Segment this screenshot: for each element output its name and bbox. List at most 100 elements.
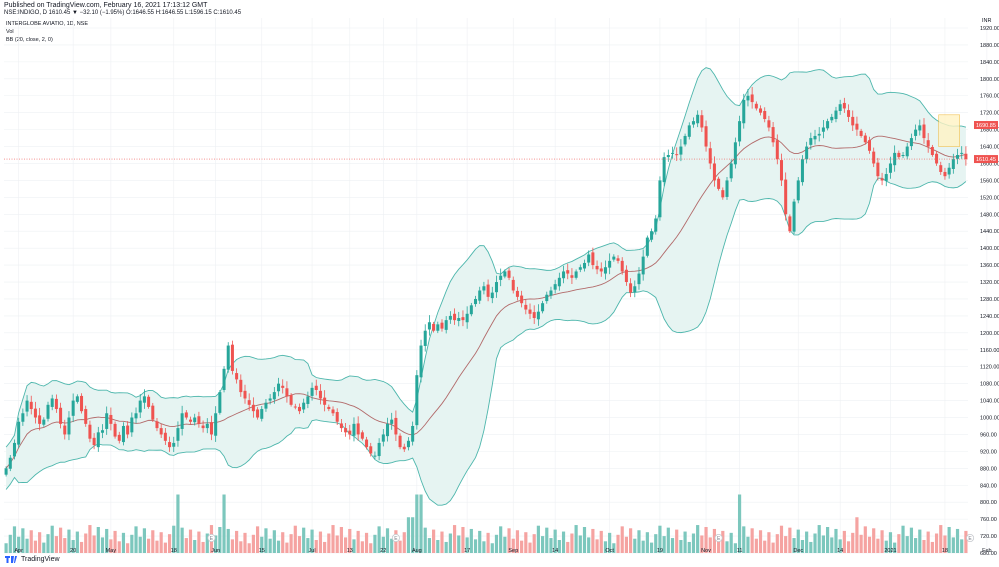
volume-bar xyxy=(117,541,121,553)
candle-body xyxy=(176,428,180,441)
volume-bar xyxy=(310,529,314,553)
candle xyxy=(151,402,155,423)
y-tick-label: 1240.00 xyxy=(980,314,999,320)
candle-body xyxy=(750,94,754,103)
candle xyxy=(193,413,197,426)
volume-bar xyxy=(21,528,25,553)
candle-body xyxy=(851,116,855,126)
volume-bar xyxy=(897,534,901,553)
candle-body xyxy=(281,385,285,388)
volume-bar xyxy=(54,536,58,553)
candle xyxy=(905,142,909,160)
candle-body xyxy=(415,375,419,426)
candle-body xyxy=(411,425,415,442)
candle-body xyxy=(193,417,197,423)
candle-body xyxy=(666,155,670,158)
candle xyxy=(172,436,176,453)
candle xyxy=(595,260,599,275)
candle-body xyxy=(189,419,193,422)
candle-body xyxy=(247,400,251,405)
x-tick-label: 11 xyxy=(737,548,743,554)
candle-body xyxy=(658,180,662,218)
candle xyxy=(826,118,830,131)
volume-bar xyxy=(482,541,486,553)
candle-body xyxy=(335,412,339,422)
candle-body xyxy=(71,400,75,416)
candle xyxy=(113,421,117,439)
last-price-tag-label: 1610.45 xyxy=(976,157,996,163)
volume-bar xyxy=(633,538,637,553)
y-tick-label: 1760.00 xyxy=(980,94,999,100)
candle xyxy=(155,417,159,432)
candle-body xyxy=(490,292,494,299)
candle-body xyxy=(226,345,230,370)
published-caption: Published on TradingView.com, February 1… xyxy=(4,2,241,16)
volume-bar xyxy=(553,529,557,553)
y-tick-label: 1720.00 xyxy=(980,111,999,117)
candle-body xyxy=(859,130,863,136)
candle xyxy=(960,146,964,159)
candle xyxy=(767,115,771,132)
candle xyxy=(918,119,922,136)
candle xyxy=(394,410,398,441)
candle xyxy=(679,139,683,162)
candle xyxy=(578,264,582,273)
volume-bar xyxy=(264,528,268,553)
volume-bar xyxy=(423,527,427,553)
candle xyxy=(792,198,796,235)
y-tick-label: 1080.00 xyxy=(980,382,999,388)
volume-bar xyxy=(469,528,473,553)
volume-bar xyxy=(29,530,33,553)
volume-bar xyxy=(838,539,842,553)
candle-body xyxy=(168,442,172,448)
candle-body xyxy=(675,154,679,156)
volume-bar xyxy=(352,539,356,553)
candle xyxy=(293,403,297,410)
candle-body xyxy=(377,442,381,457)
candle-body xyxy=(461,317,465,321)
volume-bar xyxy=(649,542,654,553)
candle xyxy=(339,419,343,432)
volume-bar xyxy=(750,528,754,553)
volume-bar xyxy=(369,543,373,553)
volume-bar xyxy=(478,530,482,553)
candle xyxy=(159,424,163,439)
bb-band-fill xyxy=(6,67,966,506)
volume-bar xyxy=(109,539,113,553)
candle-body xyxy=(126,425,130,435)
volume-bar xyxy=(188,529,193,553)
candle xyxy=(448,311,452,324)
y-tick-label: 1600.00 xyxy=(980,161,999,167)
candle-body xyxy=(142,396,146,403)
candle-body xyxy=(163,432,167,441)
candle-body xyxy=(830,116,834,121)
volume-bar xyxy=(909,527,914,553)
volume-bar xyxy=(955,528,960,553)
volume-bar xyxy=(343,537,348,553)
candle-body xyxy=(390,419,394,424)
candle xyxy=(574,269,578,280)
candle-body xyxy=(38,415,42,424)
candle-body xyxy=(444,320,448,330)
candle-body xyxy=(474,298,478,305)
candle-body xyxy=(671,152,675,154)
candle-body xyxy=(717,178,721,189)
candle-body xyxy=(268,398,272,401)
candle xyxy=(277,377,281,397)
x-tick-label: Aug xyxy=(412,548,422,554)
candle-body xyxy=(360,432,364,439)
candle-body xyxy=(138,400,142,413)
candle xyxy=(365,436,369,450)
volume-bar xyxy=(364,532,369,553)
candle xyxy=(474,295,478,307)
candle-body xyxy=(863,135,867,143)
candle xyxy=(209,415,213,441)
candle-body xyxy=(620,260,624,272)
candle xyxy=(515,286,519,301)
candle-body xyxy=(88,424,92,439)
volume-bar xyxy=(167,534,172,553)
candle xyxy=(591,247,595,270)
candle xyxy=(356,416,360,441)
volume-bar xyxy=(624,536,629,553)
